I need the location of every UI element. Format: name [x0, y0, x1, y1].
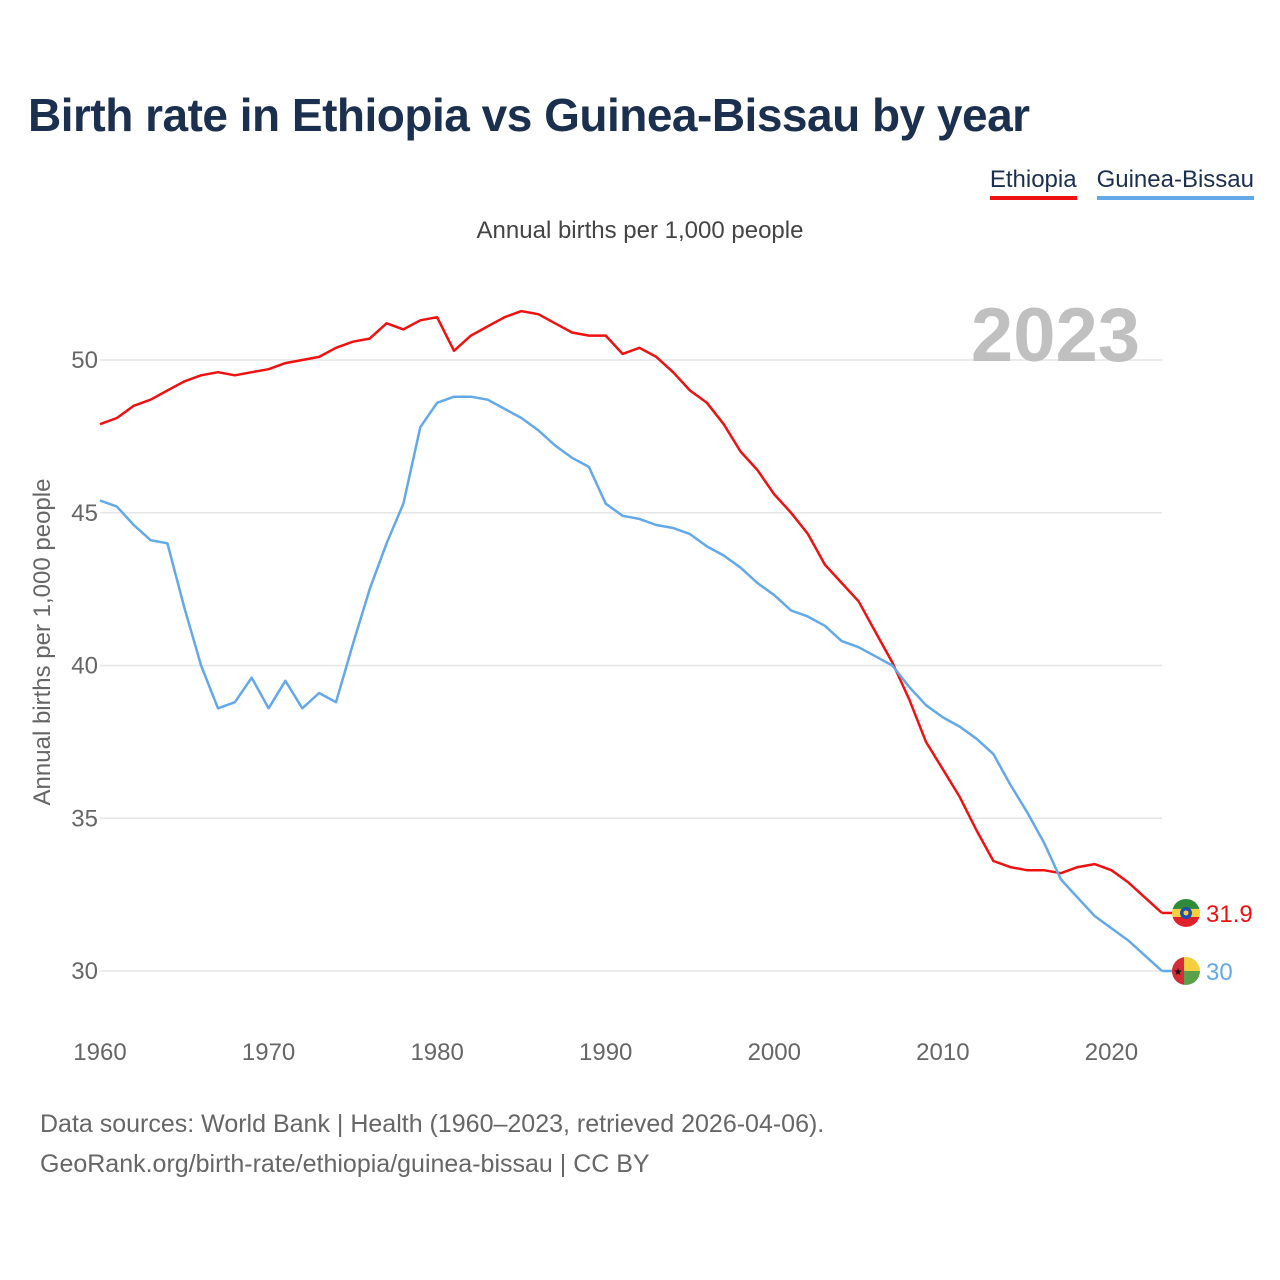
legend-item-ethiopia[interactable]: Ethiopia [989, 166, 1077, 200]
x-tick-label-1980: 1980 [410, 1039, 463, 1066]
chart-title: Birth rate in Ethiopia vs Guinea-Bissau … [28, 89, 1030, 141]
y-axis-title: Annual births per 1,000 people [29, 479, 56, 806]
grid-lines [100, 359, 1162, 972]
x-axis-ticks: 1960 1970 1980 1990 2000 2010 2020 [73, 1039, 1138, 1066]
chart-subtitle: Annual births per 1,000 people [476, 217, 804, 244]
footer-sources: Data sources: World Bank | Health (1960–… [40, 1110, 825, 1138]
series-line-ethiopia [99, 309, 1163, 914]
footer-credit[interactable]: GeoRank.org/birth-rate/ethiopia/guinea-b… [40, 1150, 650, 1178]
guinea-bissau-end-label: 30 [1206, 959, 1233, 986]
x-tick-label-1970: 1970 [242, 1039, 295, 1066]
x-tick-label-1990: 1990 [579, 1039, 632, 1066]
series-line-guinea-bissau [99, 395, 1163, 972]
end-markers: ★ [1172, 898, 1200, 985]
svg-text:★: ★ [1174, 967, 1183, 978]
ethiopia-end-label: 31.9 [1206, 901, 1253, 928]
legend-item-guinea-bissau[interactable]: Guinea-Bissau [1096, 166, 1254, 200]
guinea-bissau-flag-icon: ★ [1172, 957, 1200, 985]
ethiopia-flag-icon [1172, 898, 1200, 927]
y-axis-ticks: 30 35 40 45 50 [71, 347, 98, 985]
y-tick-label-45: 45 [71, 500, 98, 527]
x-tick-label-2010: 2010 [916, 1039, 969, 1066]
year-label: 2023 [971, 293, 1140, 378]
x-tick-label-2020: 2020 [1085, 1039, 1138, 1066]
y-tick-label-40: 40 [71, 653, 98, 680]
y-tick-label-30: 30 [71, 958, 98, 985]
footer: Data sources: World Bank | Health (1960–… [40, 1104, 824, 1184]
y-tick-label-35: 35 [71, 805, 98, 832]
x-tick-label-1960: 1960 [73, 1039, 126, 1066]
series-group [99, 309, 1172, 973]
y-tick-label-50: 50 [71, 347, 98, 374]
x-tick-label-2000: 2000 [748, 1039, 801, 1066]
legend: Ethiopia Guinea-Bissau [989, 166, 1254, 200]
